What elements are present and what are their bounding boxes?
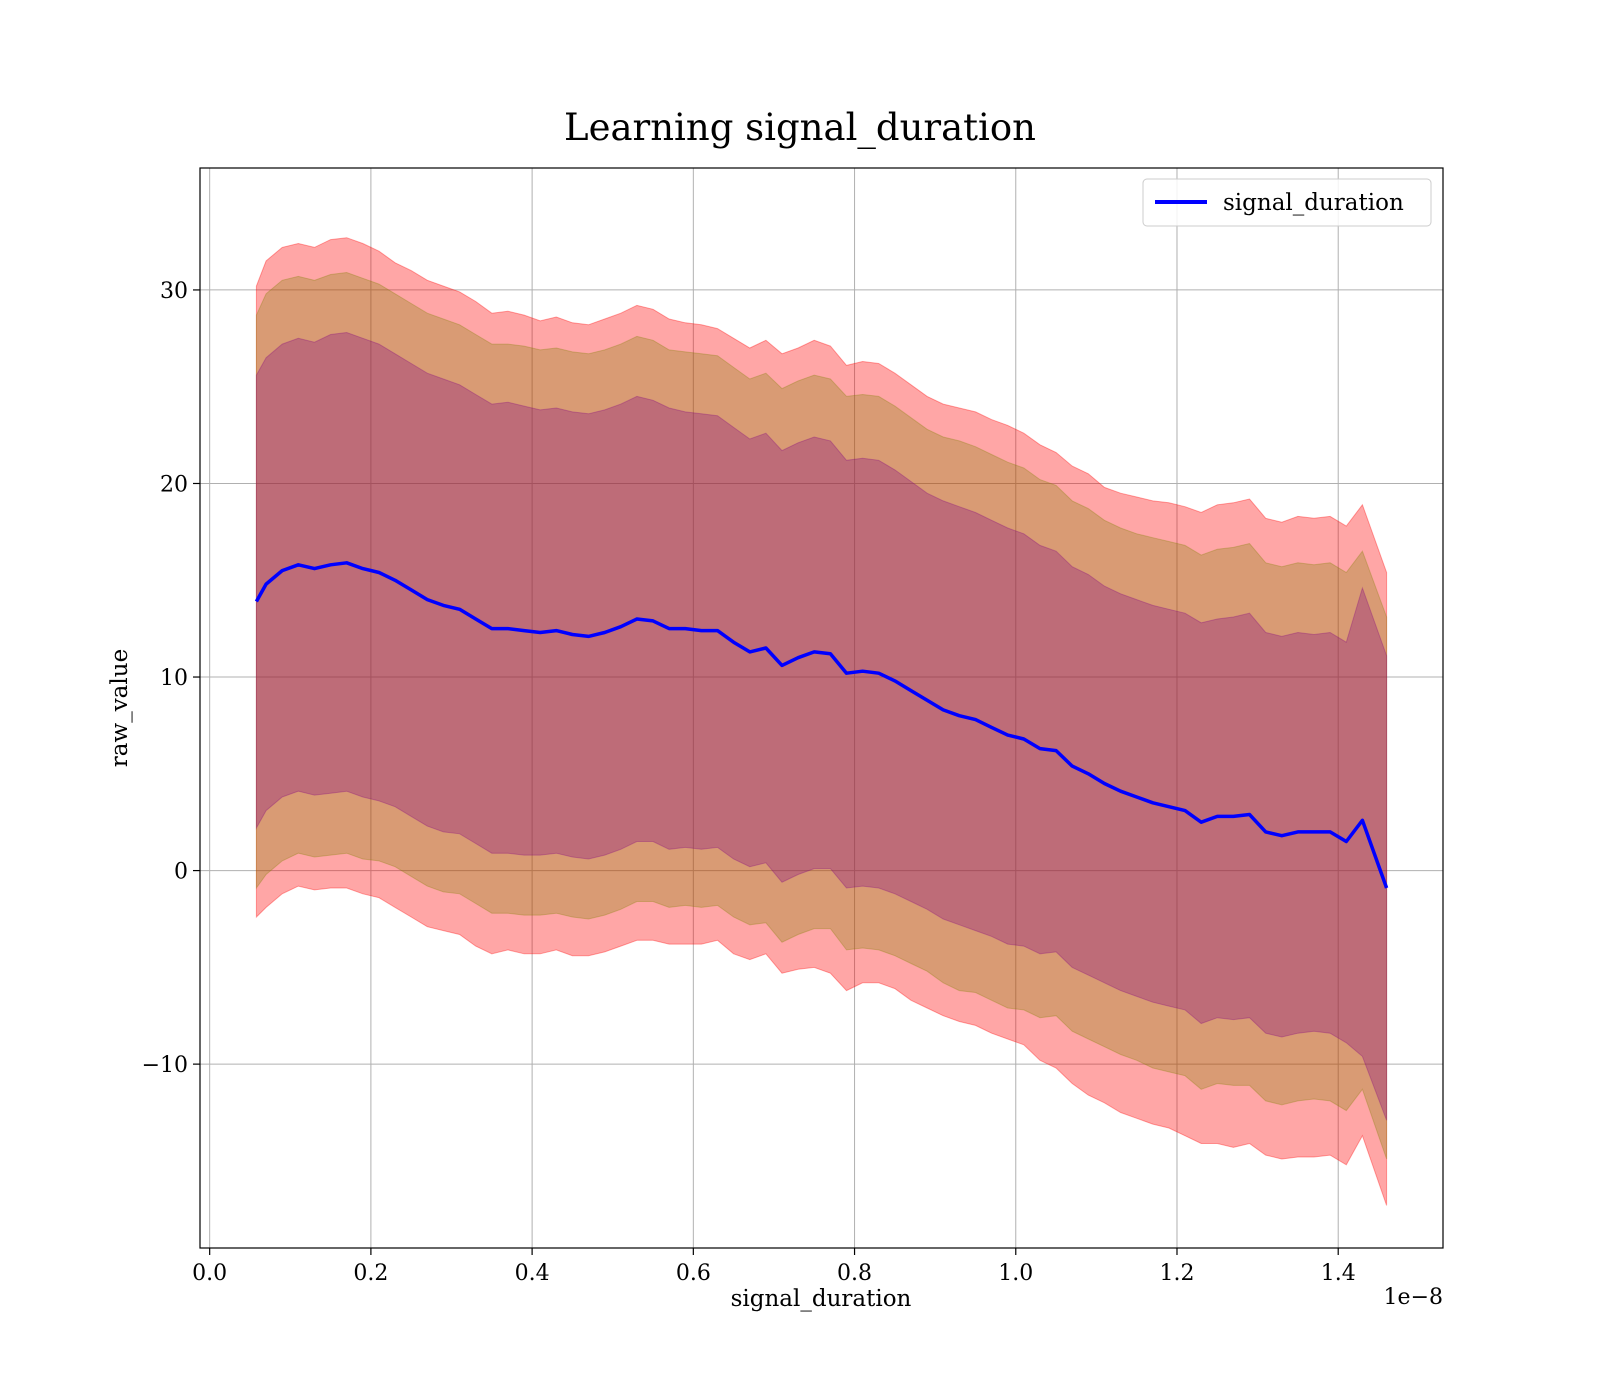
x-tick-label: 0.4 [515,1261,550,1286]
grid [200,168,1443,1248]
y-axis-label: raw_value [107,649,133,767]
y-tick-label: 10 [160,666,188,691]
y-tick-label: −10 [142,1053,188,1078]
x-tick-label: 1.2 [1159,1261,1194,1286]
x-tick-label: 1.0 [998,1261,1033,1286]
x-axis-label: signal_duration [731,1286,912,1312]
x-tick-label: 0.8 [837,1261,872,1286]
x-tick-label: 1.4 [1321,1261,1356,1286]
x-tick-label: 0.2 [353,1261,388,1286]
x-offset-label: 1e−8 [1384,1285,1443,1310]
y-tick-label: 30 [160,279,188,304]
confidence-band [255,237,1388,1206]
x-tick-label: 0.6 [676,1261,711,1286]
series-line [254,561,1389,889]
confidence-bands [255,237,1388,1206]
chart-title: Learning signal_duration [564,106,1036,150]
legend-box [1142,178,1432,227]
axis-ticks: 0.0 0.2 0.4 0.6 0.8 1.0 1.2 1.4 −10 0 10 20 30 [142,279,1356,1286]
confidence-band [255,331,1388,1121]
y-tick-label: 20 [160,472,188,497]
plot-frame [199,167,1444,1249]
y-tick-label: 0 [174,860,188,885]
x-tick-label: 0.0 [192,1261,227,1286]
legend: signal_duration [1142,178,1432,227]
series-lines [254,561,1389,889]
confidence-band [255,271,1388,1160]
legend-label: signal_duration [1223,190,1404,216]
